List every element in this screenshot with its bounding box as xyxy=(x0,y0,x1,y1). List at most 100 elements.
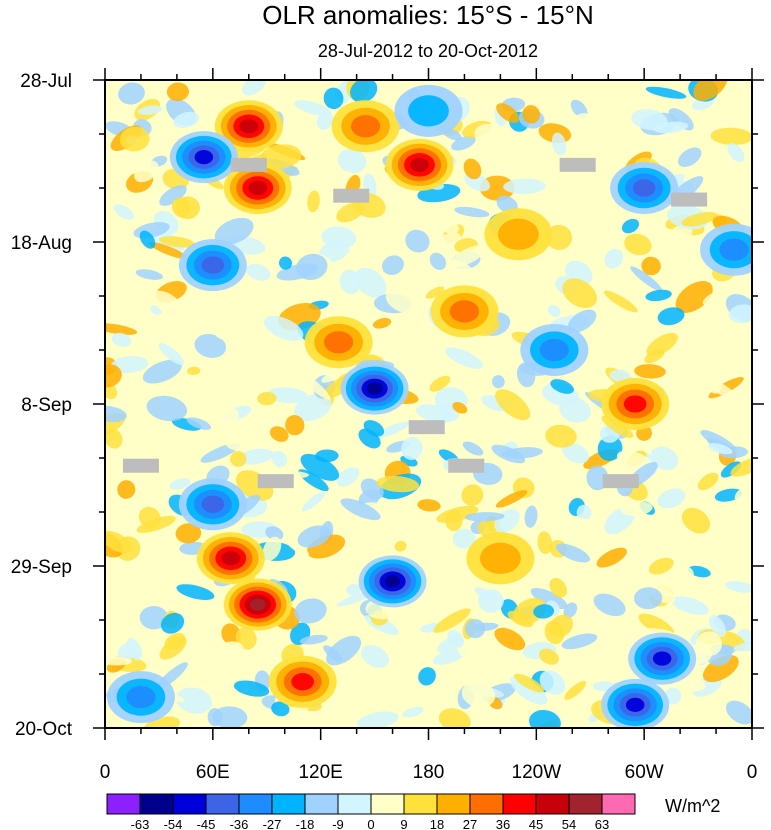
x-tick-label: 120E xyxy=(298,762,342,783)
anomaly-cell xyxy=(105,383,118,400)
anomaly-cell xyxy=(381,255,404,276)
colorbar-swatch xyxy=(205,793,240,815)
colorbar-label: -36 xyxy=(230,817,249,830)
anomaly-cell xyxy=(450,245,486,267)
anomaly-feature xyxy=(196,532,265,585)
anomaly-cell xyxy=(604,248,624,269)
anomaly-cell xyxy=(164,632,186,650)
anomaly-cell xyxy=(601,415,634,438)
anomaly-cell xyxy=(596,547,627,568)
anomaly-cell xyxy=(624,233,652,256)
anomaly-cell xyxy=(205,298,245,321)
anomaly-cell xyxy=(273,361,299,385)
anomaly-cell xyxy=(242,80,267,96)
anomaly-cell xyxy=(645,86,687,99)
anomaly-cell xyxy=(593,593,626,617)
anomaly-cell xyxy=(708,443,733,455)
anomaly-cell xyxy=(173,111,200,129)
anomaly-cell xyxy=(204,641,244,670)
colorbar-label: -63 xyxy=(131,817,150,830)
anomaly-cell xyxy=(432,647,467,666)
anomaly-cell xyxy=(246,263,271,281)
anomaly-feature xyxy=(385,138,454,191)
anomaly-cell xyxy=(385,289,419,314)
colorbar-swatch xyxy=(139,793,174,815)
anomaly-cell xyxy=(529,709,561,728)
anomaly-cell xyxy=(340,498,381,521)
anomaly-cell xyxy=(137,105,163,115)
anomaly-cell xyxy=(284,536,309,557)
anomaly-cell xyxy=(394,540,407,552)
anomaly-cell xyxy=(160,612,185,634)
colorbar-label: -45 xyxy=(197,817,216,830)
anomaly-cell xyxy=(336,202,365,223)
anomaly-cell xyxy=(620,501,653,516)
anomaly-cell xyxy=(357,711,399,728)
anomaly-cell xyxy=(360,645,390,668)
anomaly-feature xyxy=(178,478,247,531)
x-tick-label: 0 xyxy=(747,762,758,783)
anomaly-cell xyxy=(438,708,471,728)
anomaly-feature xyxy=(628,632,697,685)
anomaly-cell xyxy=(376,475,420,493)
anomaly-cell xyxy=(300,453,340,481)
anomaly-feature xyxy=(106,671,175,724)
anomaly-cell xyxy=(436,505,479,523)
anomaly-cell xyxy=(474,123,503,145)
anomaly-cell xyxy=(530,587,568,609)
anomaly-cell xyxy=(551,132,567,156)
anomaly-cell xyxy=(559,397,591,423)
anomaly-cell xyxy=(194,333,227,358)
missing-data-bar xyxy=(602,474,639,489)
y-tick-label: 20-Oct xyxy=(15,719,73,740)
x-tick-label: 180 xyxy=(413,762,445,783)
anomaly-cell xyxy=(417,499,441,512)
anomaly-cell xyxy=(405,229,430,253)
anomaly-cell xyxy=(561,633,598,650)
colorbar-swatch xyxy=(106,793,141,815)
anomaly-cell xyxy=(257,391,277,406)
anomaly-cell xyxy=(354,267,387,298)
anomaly-cell xyxy=(266,347,285,363)
anomaly-cell xyxy=(576,504,592,521)
anomaly-cell xyxy=(604,290,638,313)
anomaly-cell xyxy=(117,562,140,575)
anomaly-cell xyxy=(372,317,392,329)
anomaly-feature xyxy=(394,84,463,137)
colorbar-swatch xyxy=(304,793,339,815)
anomaly-feature xyxy=(169,131,238,184)
anomaly-cell xyxy=(230,451,247,467)
anomaly-cell xyxy=(105,530,132,554)
colorbar-swatch xyxy=(568,793,603,815)
anomaly-cell xyxy=(323,87,344,110)
anomaly-cell xyxy=(570,517,599,533)
anomaly-cell xyxy=(429,375,451,392)
anomaly-cell xyxy=(271,450,287,468)
anomaly-cell xyxy=(707,576,726,600)
anomaly-cell xyxy=(307,190,320,213)
anomaly-cell xyxy=(117,480,136,499)
anomaly-cell xyxy=(271,701,290,717)
anomaly-cell xyxy=(570,113,596,135)
anomaly-cell xyxy=(646,332,678,357)
anomaly-cell xyxy=(336,467,360,487)
anomaly-cell xyxy=(267,387,308,404)
anomaly-cell xyxy=(681,211,718,227)
anomaly-cell xyxy=(725,700,752,725)
anomaly-cell xyxy=(133,160,159,183)
anomaly-cell xyxy=(621,218,640,234)
anomaly-cell xyxy=(169,478,191,490)
anomaly-feature xyxy=(610,162,679,214)
anomaly-cell xyxy=(458,89,493,114)
anomaly-cell xyxy=(555,543,590,563)
anomaly-cell xyxy=(316,111,334,130)
anomaly-cell xyxy=(549,614,574,637)
anomaly-cell xyxy=(545,424,577,448)
colorbar-label: 63 xyxy=(595,817,609,830)
anomaly-cell xyxy=(678,147,702,167)
colorbar-label: -54 xyxy=(164,817,183,830)
anomaly-cell xyxy=(345,445,364,468)
anomaly-feature xyxy=(700,223,752,276)
anomaly-cell xyxy=(634,364,666,379)
anomaly-cell xyxy=(105,405,127,423)
